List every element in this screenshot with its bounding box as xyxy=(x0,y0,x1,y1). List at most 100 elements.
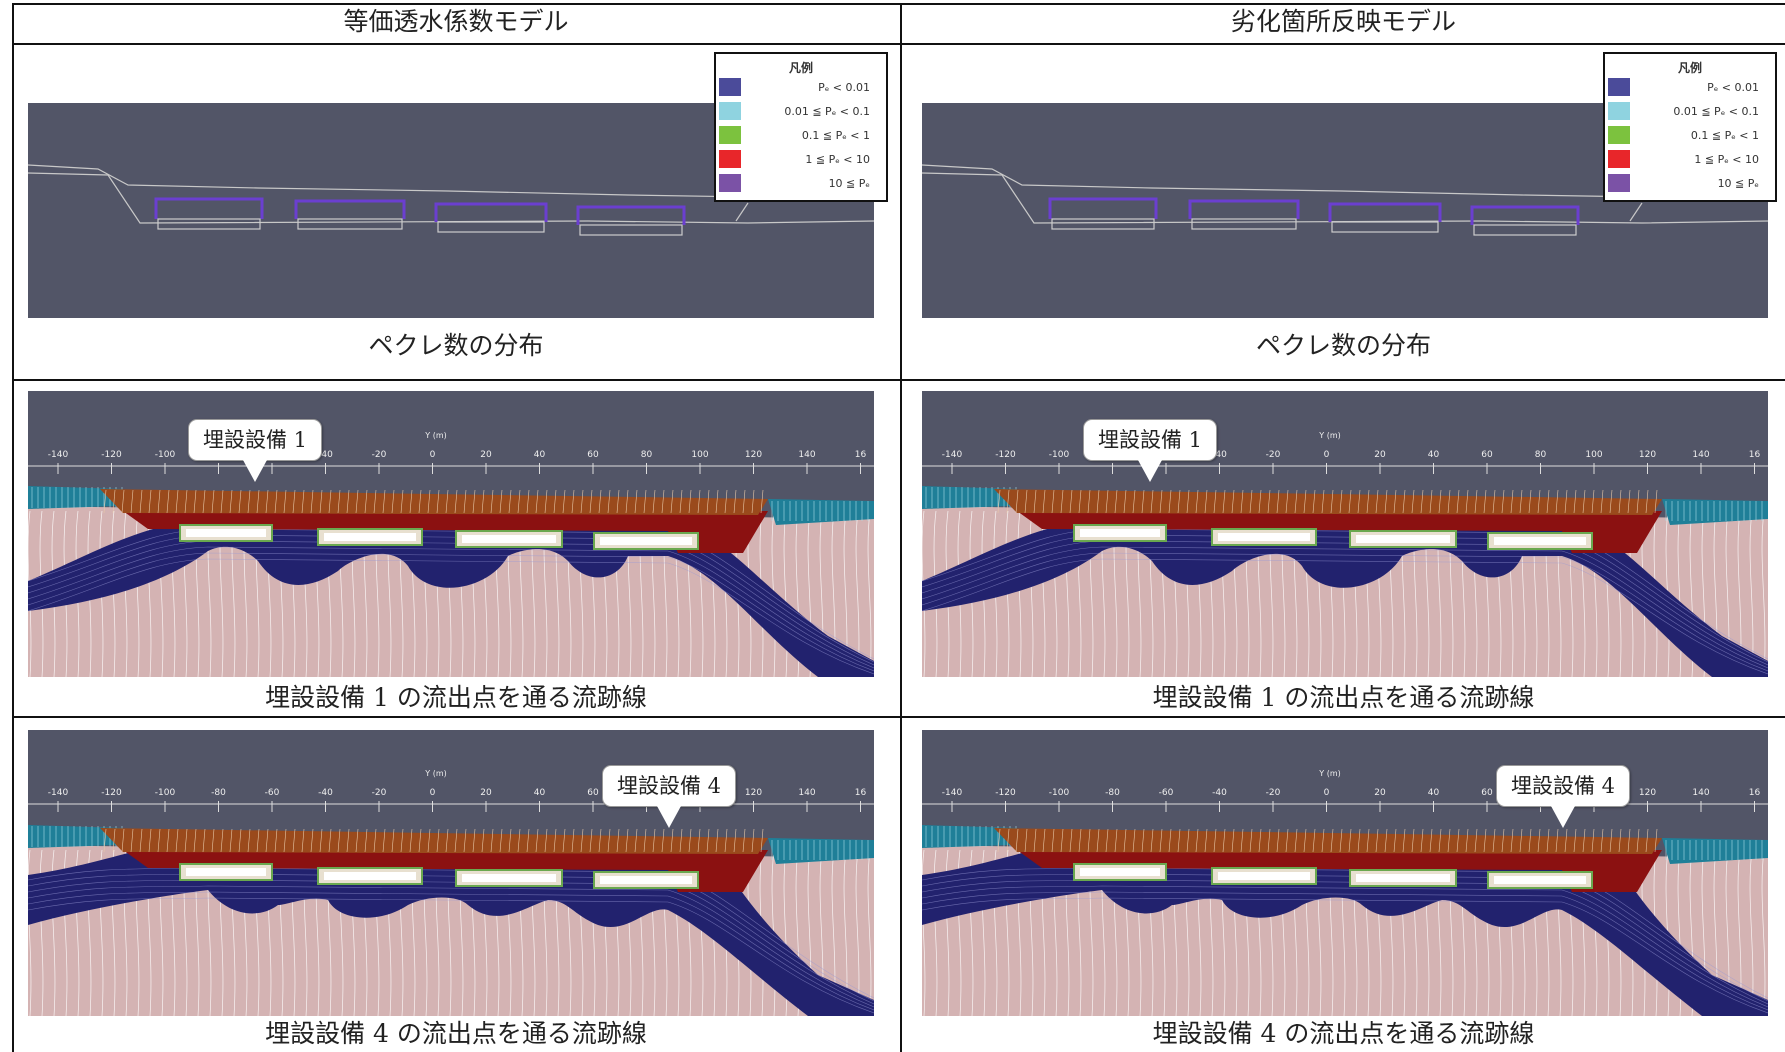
facility-outline xyxy=(576,205,686,225)
facility-outline xyxy=(434,202,548,222)
legend-item: Pₑ < 0.01 xyxy=(1605,75,1775,99)
axis-tick-label: 0 xyxy=(430,450,436,460)
header-equivalent-model: 等価透水係数モデル xyxy=(343,7,569,36)
legend-swatch xyxy=(1608,174,1630,192)
cover-layer xyxy=(100,489,768,515)
facility-outline xyxy=(1048,197,1158,219)
axis-tick-label: 120 xyxy=(1639,788,1656,798)
side-strip-right xyxy=(768,838,874,864)
caption-peclet-left: ペクレ数の分布 xyxy=(368,331,544,360)
caption-stream4-right: 埋設設備 4 の流出点を通る流跡線 xyxy=(1152,1019,1535,1048)
axis-tick-label: -120 xyxy=(101,788,122,798)
axis-tick-label: 20 xyxy=(1374,450,1386,460)
axis-tick-label: -100 xyxy=(1049,788,1070,798)
axis-tick-label: -140 xyxy=(942,788,963,798)
side-strip-right xyxy=(1662,838,1768,864)
side-strip-left xyxy=(922,486,1017,509)
axis-tick-label: -20 xyxy=(372,450,387,460)
legend-label: 0.01 ≦ Pₑ < 0.1 xyxy=(1673,104,1759,118)
axis-tick-label: -120 xyxy=(101,450,122,460)
axis-tick-label: -120 xyxy=(995,788,1016,798)
axis-tick-label: -140 xyxy=(48,450,69,460)
cover-layer xyxy=(994,828,1662,854)
facility-outline xyxy=(154,197,264,219)
caption-stream1-right: 埋設設備 1 の流出点を通る流跡線 xyxy=(1152,683,1535,712)
axis-tick-label: -60 xyxy=(265,788,280,798)
axis-tick-label: 120 xyxy=(745,788,762,798)
legend-right: 凡例 Pₑ < 0.01 0.01 ≦ Pₑ < 0.1 0.1 ≦ Pₑ < … xyxy=(1603,52,1777,202)
legend-label: 1 ≦ Pₑ < 10 xyxy=(1694,152,1759,166)
legend-label: 0.1 ≦ Pₑ < 1 xyxy=(1690,128,1759,142)
legend-swatch xyxy=(719,78,741,96)
axis-tick-label: 40 xyxy=(1428,450,1440,460)
caption-peclet-right: ペクレ数の分布 xyxy=(1255,331,1431,360)
legend-title: 凡例 xyxy=(788,61,813,75)
axis-tick-label: -40 xyxy=(318,450,333,460)
side-strip-right xyxy=(768,499,874,525)
axis-tick-label: 16 xyxy=(1749,788,1761,798)
facility-outline xyxy=(1328,202,1442,222)
streamline-panel-right-4: -140-120-100-80-60-40-200204060801001201… xyxy=(922,730,1768,1016)
side-strip-left xyxy=(28,825,123,848)
dense-streamline-band xyxy=(28,521,874,677)
axis-tick-label: 16 xyxy=(855,788,867,798)
facility-zone xyxy=(123,850,768,892)
axis-tick-label: -20 xyxy=(1266,788,1281,798)
axis-tick-label: -40 xyxy=(318,788,333,798)
legend-item: 1 ≦ Pₑ < 10 xyxy=(716,147,886,171)
legend-swatch xyxy=(1608,126,1630,144)
legend-item: 1 ≦ Pₑ < 10 xyxy=(1605,147,1775,171)
legend-item: 10 ≦ Pₑ xyxy=(1605,171,1775,195)
axis-tick-label: 80 xyxy=(641,450,653,460)
axis-tick-label: 60 xyxy=(1481,788,1493,798)
legend-item: 0.01 ≦ Pₑ < 0.1 xyxy=(1605,99,1775,123)
facility-zone xyxy=(1017,511,1662,553)
axis-tick-label: -140 xyxy=(48,788,69,798)
axis-tick-label: 60 xyxy=(587,450,599,460)
axis-tick-label: 16 xyxy=(1749,450,1761,460)
legend-item: 0.1 ≦ Pₑ < 1 xyxy=(1605,123,1775,147)
axis-tick-label: 16 xyxy=(855,450,867,460)
axis-tick-label: 40 xyxy=(534,788,546,798)
legend-swatch xyxy=(719,102,741,120)
table-rule-row2 xyxy=(12,716,1785,718)
side-strip-right xyxy=(1662,499,1768,525)
axis-tick-label: -120 xyxy=(995,450,1016,460)
axis-tick-label: -100 xyxy=(155,450,176,460)
cover-layer xyxy=(100,828,768,854)
table-rule-row1 xyxy=(12,379,1785,381)
side-strip-left xyxy=(922,825,1017,848)
legend-label: 1 ≦ Pₑ < 10 xyxy=(805,152,870,166)
axis-tick-label: -80 xyxy=(1105,788,1120,798)
axis-tick-label: 20 xyxy=(480,788,492,798)
axis-title: Y (m) xyxy=(1318,431,1340,440)
caption-stream1-left: 埋設設備 1 の流出点を通る流跡線 xyxy=(265,683,647,712)
table-border-top xyxy=(12,3,1785,5)
axis-tick-label: 120 xyxy=(1639,450,1656,460)
callout-facility-4-left: 埋設設備 4 xyxy=(602,765,737,828)
legend-item: 10 ≦ Pₑ xyxy=(716,171,886,195)
legend-swatch xyxy=(719,150,741,168)
axis-tick-label: -40 xyxy=(1212,450,1227,460)
legend-label: Pₑ < 0.01 xyxy=(818,80,870,94)
caption-stream4-left: 埋設設備 4 の流出点を通る流跡線 xyxy=(265,1019,647,1048)
legend-item: Pₑ < 0.01 xyxy=(716,75,886,99)
legend-label: 0.01 ≦ Pₑ < 0.1 xyxy=(784,104,870,118)
legend-label: 10 ≦ Pₑ xyxy=(1717,176,1759,190)
axis-tick-label: 40 xyxy=(1428,788,1440,798)
axis-tick-label: 140 xyxy=(798,450,815,460)
axis-tick-label: 60 xyxy=(1481,450,1493,460)
axis-tick-label: -20 xyxy=(372,788,387,798)
cover-layer xyxy=(994,489,1662,515)
axis-tick-label: 40 xyxy=(534,450,546,460)
axis-tick-label: 0 xyxy=(430,788,436,798)
callout-facility-4-right: 埋設設備 4 xyxy=(1496,765,1631,828)
table-rule-header xyxy=(12,43,1785,45)
axis-tick-label: 0 xyxy=(1324,450,1330,460)
axis-tick-label: 140 xyxy=(798,788,815,798)
facility-outline xyxy=(1470,205,1580,225)
legend-swatch xyxy=(1608,78,1630,96)
facility-outline xyxy=(294,199,406,219)
legend-label: 0.1 ≦ Pₑ < 1 xyxy=(801,128,870,142)
legend-item: 0.1 ≦ Pₑ < 1 xyxy=(716,123,886,147)
